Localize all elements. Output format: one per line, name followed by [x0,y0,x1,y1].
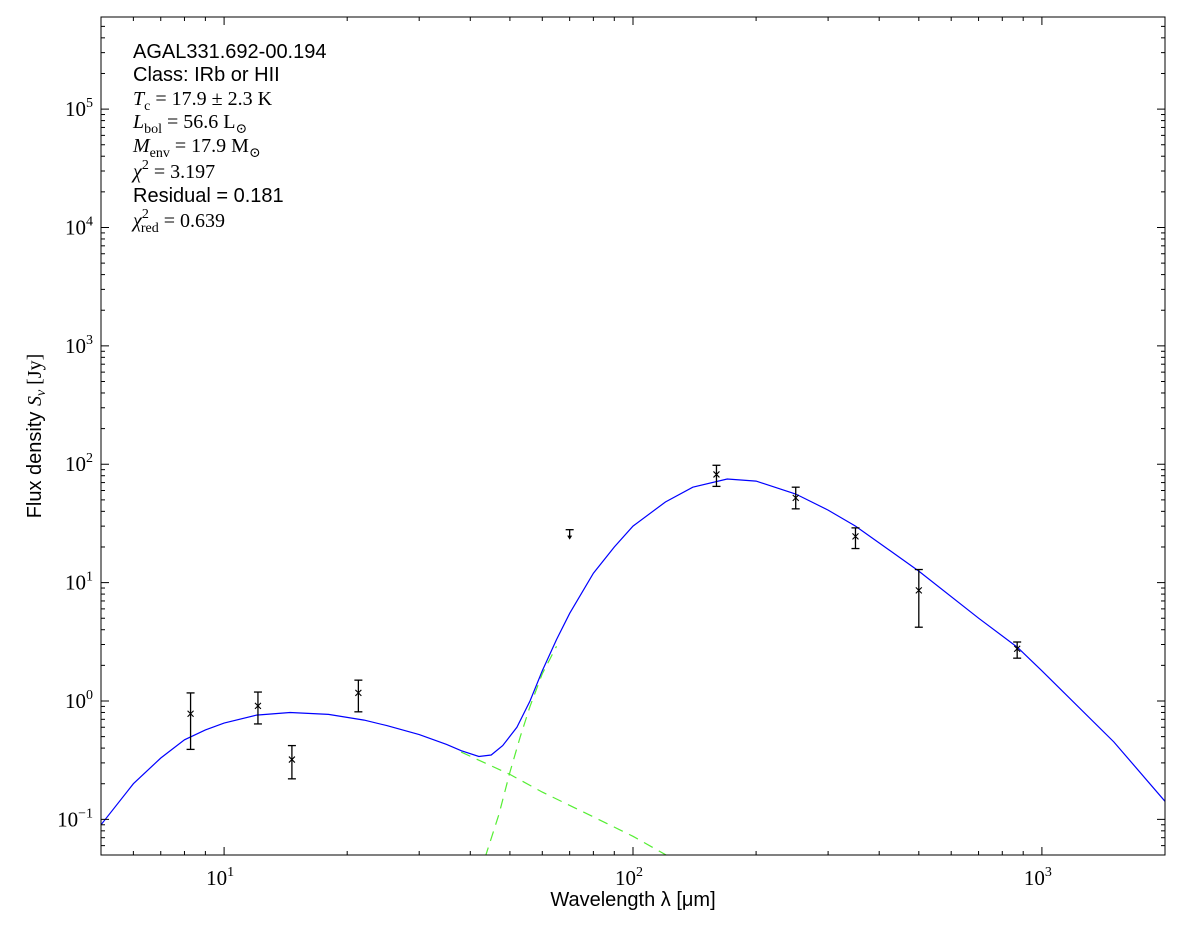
annotation-line: Tc = 17.9 ± 2.3 K [133,88,273,114]
annotation-sun-symbol: ⊙ [249,146,261,161]
y-tick-label: 103 [65,333,93,358]
ylabel-symbol: S [24,396,46,406]
annotation-symbol: T [133,88,146,110]
point-marker [254,702,262,710]
data-point [186,692,195,751]
ylabel-sub: ν [34,389,49,396]
tick-base: 10 [1024,866,1045,890]
tick-base: 10 [65,689,86,713]
annotation-value: = 17.9 ± 2.3 K [150,88,272,110]
annotation-line: Residual = 0.181 [133,185,284,207]
ylabel-unit: [Jy] [24,354,46,390]
annotation-value: = 3.197 [149,161,215,183]
point-marker [1013,645,1021,653]
annotation-line: Lbol = 56.6 L⊙ [132,111,247,137]
x-tick-label: 102 [615,865,643,890]
tick-base: 10 [65,334,86,358]
annotation-sup: 2 [142,207,149,222]
point-marker [288,756,296,763]
annotation-sun-symbol: ⊙ [236,122,248,137]
tick-exponent: 1 [227,865,234,880]
point-marker [354,689,362,697]
data-point [1013,641,1022,659]
data-point [851,527,860,550]
y-tick-label: 104 [65,214,93,239]
y-tick-label: 100 [65,688,93,713]
tick-exponent: 4 [86,214,93,229]
tick-exponent: 0 [86,688,93,703]
annotation-symbol: L [132,111,144,133]
y-tick-label: 10−1 [57,806,93,831]
annotation-line: χ2 red = 0.639 [131,207,225,236]
tick-exponent: 3 [86,333,93,348]
tick-exponent: 2 [86,451,93,466]
y-tick-label: 102 [65,451,93,476]
series-line-total-model [101,478,1165,826]
tick-base: 10 [57,807,78,831]
point-marker [792,494,800,502]
y-tick-label: 101 [65,570,93,595]
annotation-sub: red [141,221,159,236]
tick-base: 10 [65,452,86,476]
data-points [186,464,1022,780]
model-curves [101,478,1165,855]
annotation-line: Class: IRb or HII [133,64,280,86]
data-point [287,744,296,780]
tick-exponent: 2 [636,865,643,880]
annotation-symbol: χ [131,161,143,183]
series-line-cold-component [485,646,558,855]
annotation-sub: c [144,99,150,114]
point-marker [187,710,194,718]
axis-ticks [100,16,1166,856]
y-axis-label: Flux density Sν [Jy] [24,354,49,519]
data-point [354,679,363,713]
series-line-warm-component [460,751,668,855]
tick-base: 10 [65,215,86,239]
annotation-value: = 17.9 M [170,135,249,157]
annotation-symbol: χ [131,210,143,232]
tick-exponent: 3 [1045,865,1052,880]
x-axis-label: Wavelength λ [μm] [550,889,715,911]
annotation-line: AGAL331.692-00.194 [133,41,327,63]
tick-exponent: 5 [86,96,93,111]
data-point [914,568,923,628]
annotation-sub: bol [144,122,162,137]
x-tick-label: 103 [1024,865,1052,890]
data-point [791,486,800,510]
tick-base: 10 [65,97,86,121]
ylabel-text: Flux density [24,406,46,518]
point-marker [915,586,923,594]
annotation-line: Menv = 17.9 M⊙ [132,135,261,161]
plot-frame [100,16,1166,856]
down-arrow-icon [567,535,573,540]
tick-exponent: −1 [78,806,93,821]
tick-base: 10 [65,571,86,595]
annotation-value: = 0.639 [159,210,225,232]
data-point [712,464,721,488]
point-marker [852,532,859,540]
y-tick-label: 105 [65,96,93,121]
point-marker [713,471,720,478]
tick-base: 10 [615,866,636,890]
upper-limit [565,529,574,540]
data-point [253,691,262,725]
tick-exponent: 1 [86,570,93,585]
x-tick-label: 101 [206,865,234,890]
annotation-sup: 2 [142,158,149,173]
annotation-sub: env [150,146,170,161]
annotation-value: = 56.6 L [162,111,236,133]
annotation-symbol: M [132,135,151,157]
tick-base: 10 [206,866,227,890]
annotation-line: χ2 = 3.197 [131,158,215,183]
